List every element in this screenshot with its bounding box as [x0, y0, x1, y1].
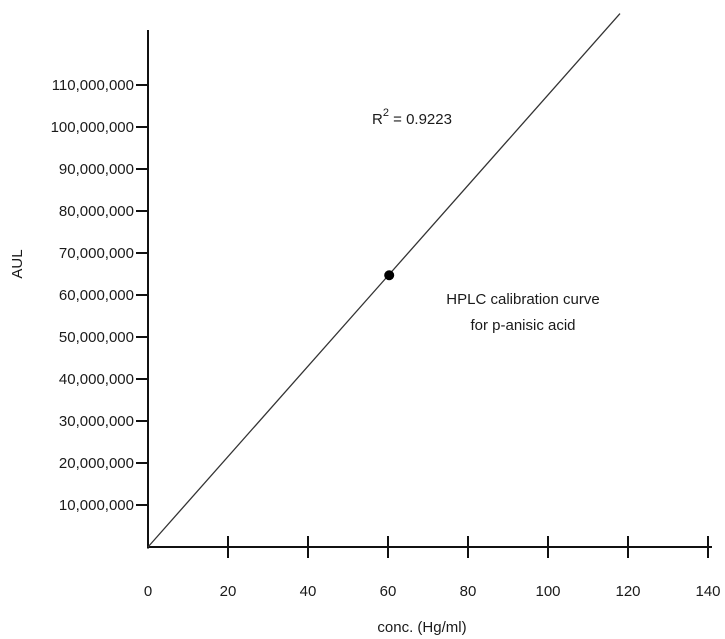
chart-caption-line-2: for p-anisic acid	[470, 317, 575, 334]
r-squared-annotation: R2 = 0.9223	[372, 107, 452, 128]
r-squared-value: = 0.9223	[389, 111, 452, 128]
y-tick-label: 90,000,000	[59, 161, 134, 178]
x-tick-label: 120	[615, 583, 640, 600]
r-squared-superscript: 2	[383, 107, 389, 119]
x-tick-label: 60	[380, 583, 397, 600]
y-tick-label: 110,000,000	[52, 77, 134, 94]
x-axis: 0 20 40 60 80 100 120 140	[144, 536, 721, 600]
plot-area	[147, 13, 621, 548]
y-axis: 10,000,000 20,000,000 30,000,000 40,000,000…	[51, 30, 149, 549]
r-squared-letter: R	[372, 111, 383, 128]
x-tick-label: 0	[144, 583, 152, 600]
y-tick-label: 80,000,000	[59, 203, 134, 220]
y-tick-label: 50,000,000	[59, 329, 134, 346]
y-tick-label: 30,000,000	[59, 413, 134, 430]
x-tick-label: 140	[695, 583, 720, 600]
y-tick-label: 40,000,000	[59, 371, 134, 388]
y-tick-label: 10,000,000	[59, 497, 134, 514]
y-tick-label: 60,000,000	[59, 287, 134, 304]
x-tick-label: 80	[460, 583, 477, 600]
x-tick-label: 20	[220, 583, 237, 600]
chart-caption-line-1: HPLC calibration curve	[446, 291, 599, 308]
y-tick-label: 100,000,000	[51, 119, 134, 136]
y-axis-title: AUL	[9, 249, 26, 278]
y-tick-label: 20,000,000	[59, 455, 134, 472]
x-tick-label: 100	[535, 583, 560, 600]
data-point	[384, 270, 395, 281]
x-axis-title: conc. (Hg/ml)	[377, 619, 466, 636]
calibration-line	[147, 13, 621, 548]
x-tick-label: 40	[300, 583, 317, 600]
y-tick-label: 70,000,000	[59, 245, 134, 262]
